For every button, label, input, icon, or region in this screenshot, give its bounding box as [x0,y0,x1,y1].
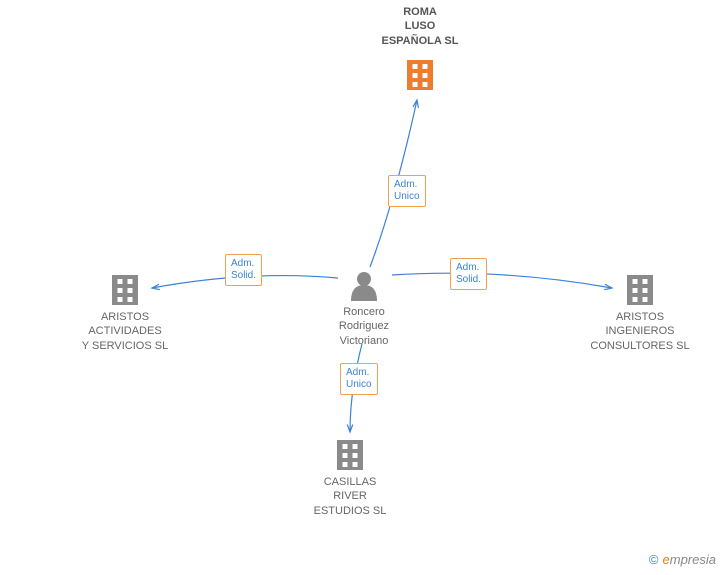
node-label: ARISTOS ACTIVIDADES Y SERVICIOS SL [55,310,195,353]
edge-label: Adm. Solid. [450,258,487,290]
center-node-label: Roncero Rodriguez Victoriano [314,305,414,348]
brand-name: mpresia [670,552,716,567]
copyright-symbol: © [649,552,659,567]
building-icon [627,275,653,305]
building-icon [337,440,363,470]
building-icon [112,275,138,305]
edge-label: Adm. Solid. [225,254,262,286]
edge-label: Adm. Unico [388,175,426,207]
node-label: ROMA LUSO ESPAÑOLA SL [350,5,490,48]
watermark: © empresia [649,552,716,567]
building-icon [407,60,433,90]
node-label: CASILLAS RIVER ESTUDIOS SL [280,475,420,518]
edge-line [392,273,612,288]
edge-label: Adm. Unico [340,363,378,395]
person-icon [351,272,377,301]
node-label: ARISTOS INGENIEROS CONSULTORES SL [570,310,710,353]
brand-initial: e [663,552,670,567]
